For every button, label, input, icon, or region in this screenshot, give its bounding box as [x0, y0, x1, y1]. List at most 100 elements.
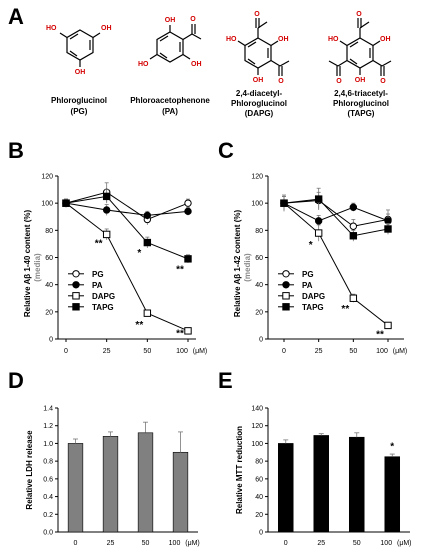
e-y-tick-label: 100 — [251, 441, 263, 448]
d-bar — [67, 443, 84, 533]
tapg-o-2: O — [380, 78, 386, 85]
c-legend-marker — [282, 281, 290, 289]
d-x-tick-label: 25 — [107, 540, 115, 547]
pa-oh-1: OH — [165, 17, 176, 24]
c-series-dapg — [280, 195, 392, 330]
e-x-tick-label: 25 — [317, 540, 325, 547]
c-legend-label: TAPG — [302, 303, 324, 312]
b-y-tick-label: 100 — [41, 201, 53, 208]
e-y-tick-label: 20 — [255, 512, 263, 519]
c-point-dapg — [349, 294, 358, 302]
b-y-label: Relative Aβ 1-40 content (%) — [23, 210, 32, 318]
e-y-tick-label: 60 — [255, 476, 263, 483]
dapg-name-line1: 2,4-diacetyl- — [236, 89, 283, 98]
b-point-pa — [143, 211, 152, 220]
c-point-dapg — [314, 229, 323, 237]
b-point-dapg — [143, 309, 152, 317]
pa-ho: HO — [138, 61, 149, 68]
b-y-tick-label: 80 — [45, 228, 53, 235]
b-line-tapg — [65, 195, 189, 260]
b-x-tick-unit: (μM) — [193, 348, 208, 355]
panel-b-letter: B — [8, 138, 24, 163]
pa-name-line2: (PA) — [162, 107, 178, 116]
e-bar — [313, 435, 330, 533]
d-bar — [137, 432, 154, 533]
b-point-tapg — [62, 199, 70, 207]
d-x-tick-label: 100 — [169, 540, 181, 547]
chart-e-mtt: 0 20 40 60 80 100 120 140 0 25 50 100 (μM) Relative M… — [235, 406, 412, 548]
b-point-tapg — [184, 255, 192, 263]
c-x-tick-label: 100 — [376, 348, 388, 355]
c-legend-label: PG — [302, 270, 314, 279]
c-x-tick-label: 0 — [282, 348, 286, 355]
b-point-dapg — [102, 230, 111, 239]
c-point-tapg — [314, 195, 323, 203]
c-y-tick-label: 0 — [259, 337, 263, 344]
c-significance: ** — [341, 304, 349, 315]
c-point-pg — [349, 222, 358, 230]
e-x-tick-unit: (μM) — [397, 540, 412, 547]
b-y-tick-label: 60 — [45, 255, 53, 262]
c-series-pa — [280, 195, 392, 228]
c-y-tick-label: 80 — [255, 228, 263, 235]
c-series-tapg — [280, 187, 392, 242]
c-line-pg — [283, 199, 389, 227]
b-significance: * — [137, 248, 141, 259]
b-y-tick-label: 40 — [45, 282, 53, 289]
b-y-tick-label: 120 — [41, 174, 53, 181]
b-legend-label: PG — [92, 270, 104, 279]
dapg-ho: HO — [226, 36, 237, 43]
b-y-sublabel: (media) — [33, 253, 42, 282]
tapg-o-1: O — [356, 11, 362, 18]
e-x-tick-label: 50 — [353, 540, 361, 547]
pg-name-line2: (PG) — [71, 107, 88, 116]
d-y-tick-label: 1.2 — [43, 423, 53, 430]
d-y-tick-label: 0.2 — [43, 512, 53, 519]
tapg-ho: HO — [328, 36, 339, 43]
c-legend-marker — [282, 270, 290, 278]
panel-e-letter: E — [218, 368, 233, 393]
chart-c-abeta42: 0 20 40 60 80 100 120 0 25 50 100 (μM) Relative Aβ 1… — [233, 174, 407, 356]
c-point-tapg — [349, 232, 358, 240]
c-y-tick-label: 40 — [255, 282, 263, 289]
d-y-tick-label: 0.8 — [43, 459, 53, 466]
c-line-tapg — [283, 198, 389, 237]
b-legend-label: DAPG — [92, 292, 115, 301]
pg-name-line1: Phloroglucinol — [51, 96, 107, 105]
b-significance: ** — [176, 328, 184, 339]
dapg-name-line2: Phloroglucinol — [231, 99, 287, 108]
c-y-tick-label: 60 — [255, 255, 263, 262]
chart-b-abeta40: 0 20 40 60 80 100 120 0 25 50 100 (μM) Relative Aβ 1… — [23, 174, 207, 356]
d-y-tick-label: 0.0 — [43, 530, 53, 537]
e-bar — [277, 443, 294, 533]
e-significance: * — [390, 442, 394, 453]
b-line-pg — [65, 191, 189, 221]
e-y-tick-label: 80 — [255, 459, 263, 466]
e-y-tick-label: 120 — [251, 423, 263, 430]
c-x-tick-label: 50 — [349, 348, 357, 355]
c-y-label: Relative Aβ 1-42 content (%) — [233, 210, 242, 318]
e-bar — [384, 456, 401, 533]
c-line-dapg — [283, 202, 389, 326]
c-y-tick-label: 100 — [251, 201, 263, 208]
c-legend-label: DAPG — [302, 292, 325, 301]
d-y-tick-label: 0.4 — [43, 494, 53, 501]
c-point-pa — [349, 203, 358, 211]
c-significance: ** — [376, 330, 384, 341]
c-line-pa — [283, 202, 389, 222]
d-y-tick-label: 0.6 — [43, 476, 53, 483]
c-y-tick-label: 120 — [251, 174, 263, 181]
b-point-tapg — [102, 192, 111, 201]
c-legend-label: PA — [302, 281, 313, 290]
e-bar — [348, 436, 365, 533]
d-y-label: Relative LDH release — [25, 430, 34, 510]
b-legend-label: PA — [92, 281, 103, 290]
dapg-o-1: O — [254, 11, 260, 18]
pa-o: O — [190, 16, 196, 23]
b-significance: ** — [135, 320, 143, 331]
b-legend-label: TAPG — [92, 303, 114, 312]
tapg-oh-2: OH — [355, 77, 366, 84]
b-point-pg — [184, 199, 192, 207]
pg-oh-2: OH — [75, 69, 86, 76]
